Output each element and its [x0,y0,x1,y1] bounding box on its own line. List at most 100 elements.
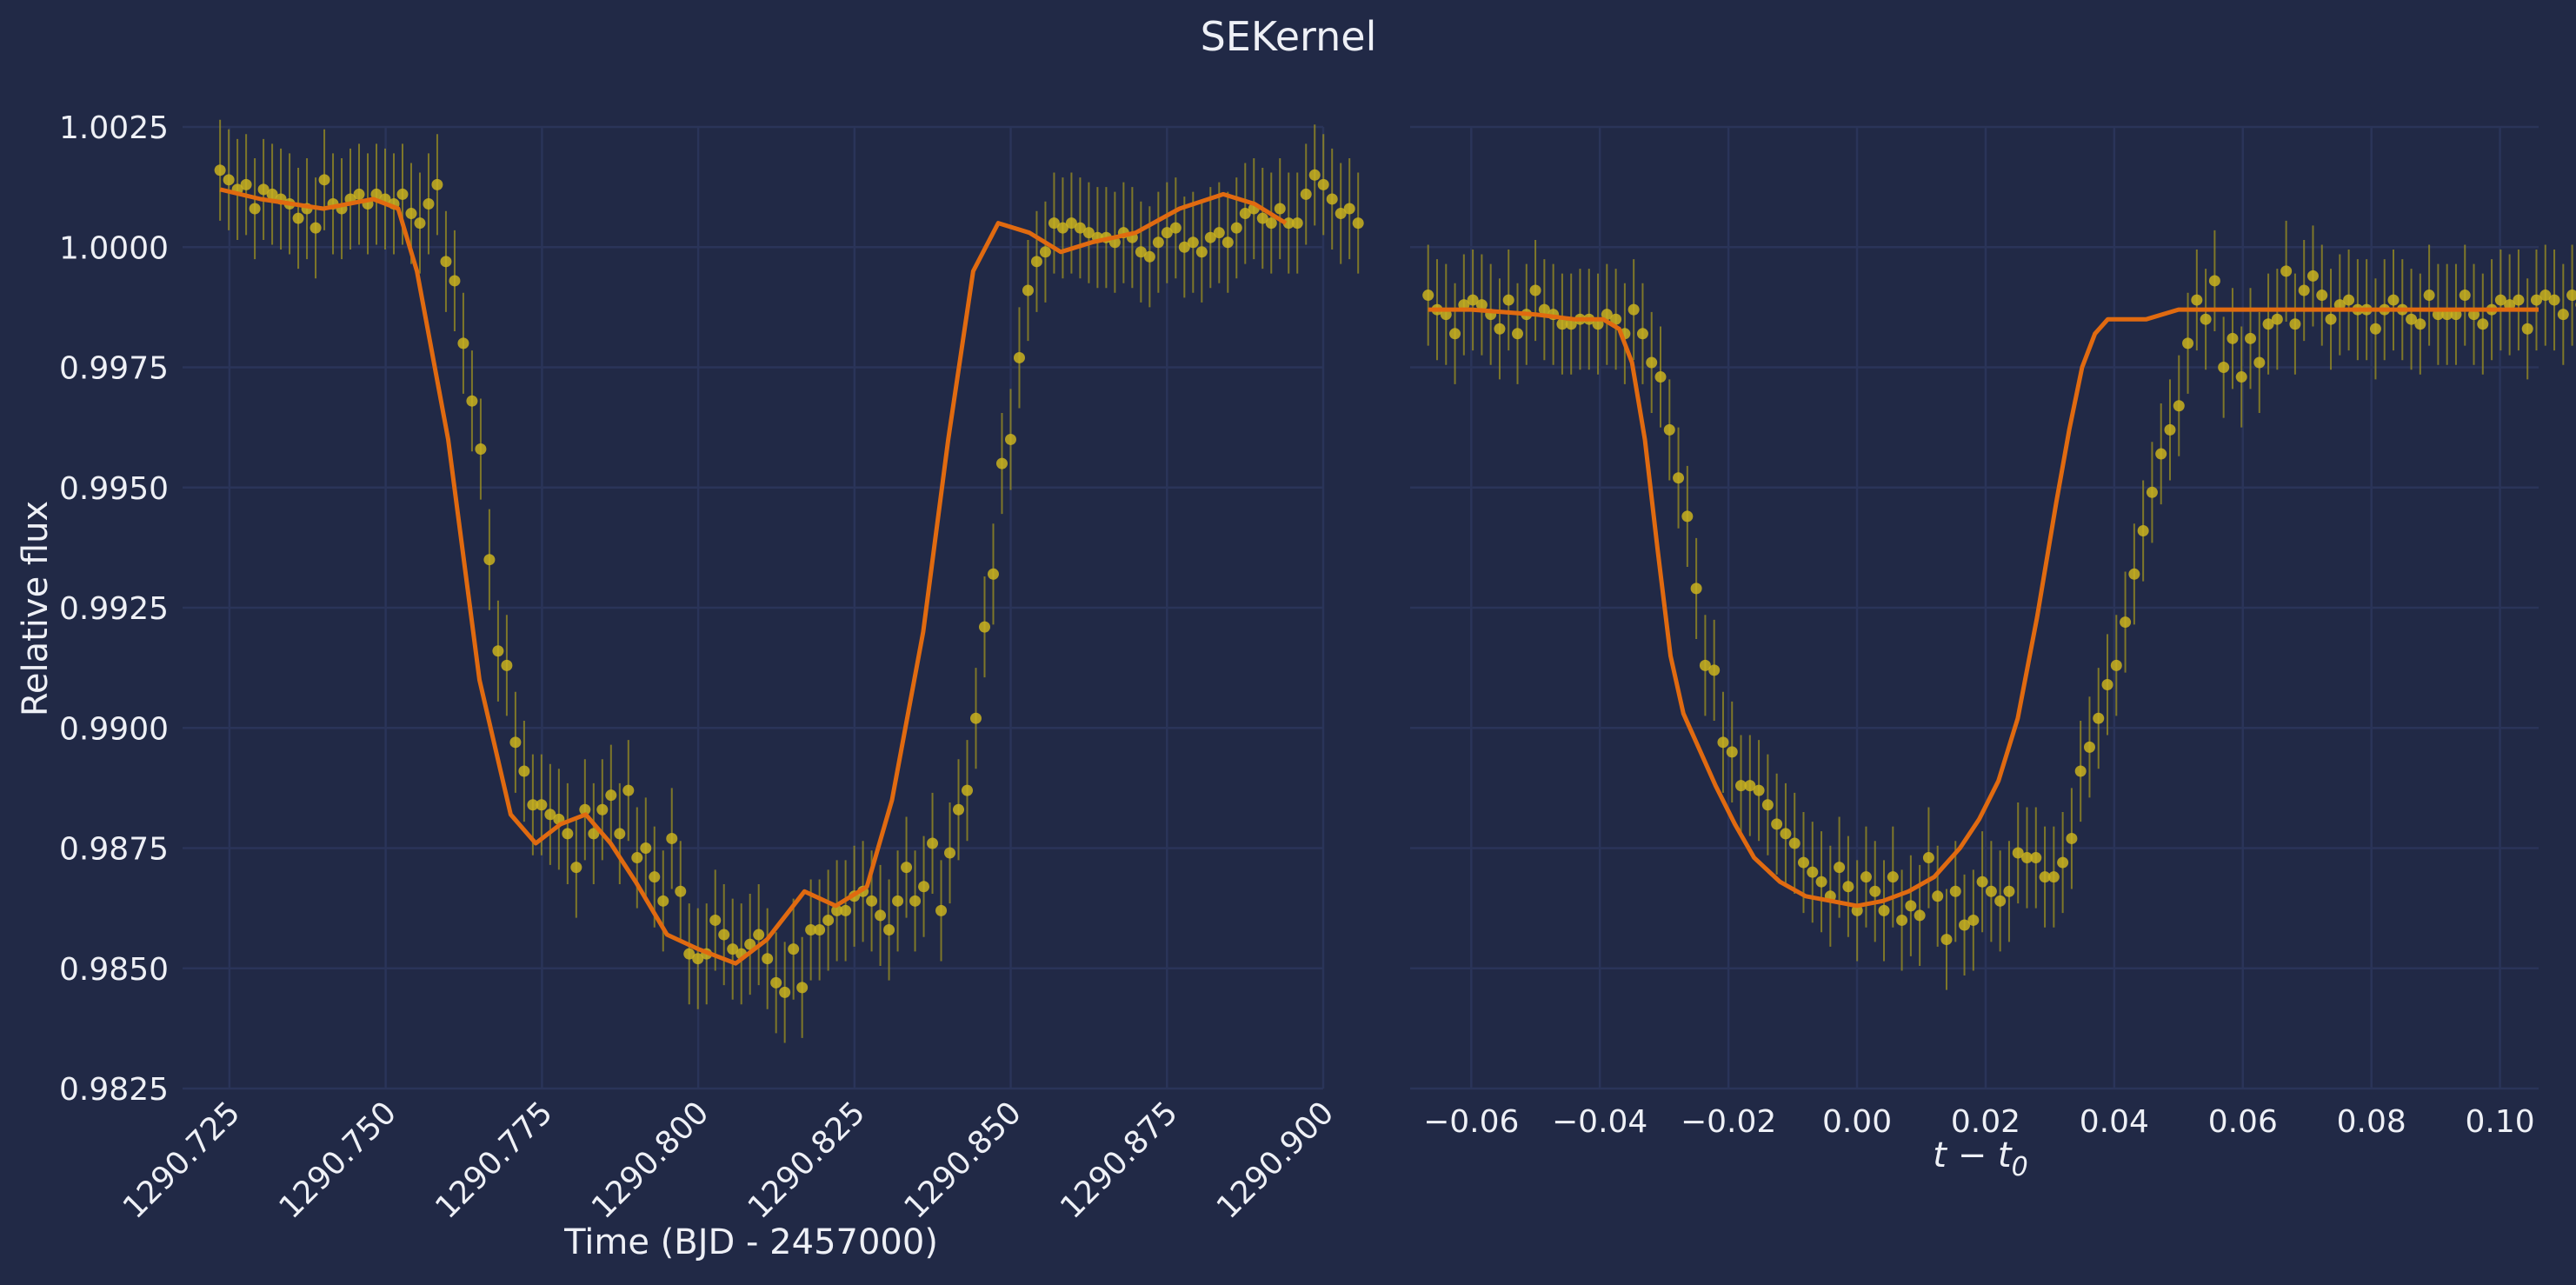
data-point [466,395,478,407]
data-point [2137,525,2149,537]
data-point [909,895,922,907]
data-point [240,178,252,190]
data-point [2030,852,2042,864]
data-point [770,976,782,989]
data-point [2155,448,2167,460]
data-point [2289,318,2301,330]
data-point [1195,246,1208,258]
data-point [2173,400,2185,412]
data-point [935,904,948,916]
left-y-axis-label: Relative flux [16,501,56,716]
data-point [1842,881,1854,893]
data-point [2110,659,2122,671]
data-point [901,862,913,874]
data-point [788,943,800,955]
data-point [1851,904,1863,916]
y-tick-label: 0.9825 [59,1072,169,1108]
data-point [1556,318,1568,330]
data-point [1717,736,1729,749]
data-point [631,852,643,864]
data-point [2227,332,2239,344]
data-point [2191,294,2203,306]
data-point [2253,356,2266,369]
data-point [1494,323,1506,335]
figure-title: SEKernel [1201,13,1377,60]
y-tick-label: 0.9900 [59,711,169,747]
data-point [1449,328,1461,340]
data-point [1780,828,1792,840]
left-errorbars [219,119,1360,1043]
data-point [492,645,504,657]
data-point [1422,290,1434,302]
y-tick-label: 0.9925 [59,591,169,627]
x-tick-label: 0.04 [2080,1104,2149,1140]
data-point [779,986,791,998]
data-point [840,904,852,916]
data-point [2146,486,2158,498]
data-point [927,837,939,849]
data-point [1753,784,1765,796]
data-point [2164,423,2176,436]
x-tick-label: 0.10 [2466,1104,2535,1140]
data-point [1985,885,1997,897]
data-point [1213,227,1225,239]
data-point [544,809,556,821]
data-point [431,178,443,190]
data-point [987,568,999,580]
data-point [353,188,365,200]
data-point [579,803,591,816]
data-point [405,208,417,220]
data-point [1771,818,1783,830]
data-point [970,712,982,724]
data-point [944,847,956,859]
data-point [892,895,904,907]
data-point [2539,290,2552,302]
data-point [2039,871,2051,883]
left-x-axis-label: Time (BJD - 2457000) [563,1222,938,1262]
data-point [1013,351,1025,363]
data-point [2083,741,2095,753]
data-point [2316,290,2328,302]
data-point [1994,895,2007,907]
data-point [1636,328,1648,340]
data-point [527,799,539,811]
data-point [1326,193,1338,205]
data-point [675,885,687,897]
x-tick-label: 1290.875 [1054,1095,1184,1225]
data-point [1265,217,1277,230]
data-point [1467,294,1479,306]
data-point [1735,780,1747,792]
data-point [649,871,661,883]
data-point [753,929,765,941]
left-points [214,164,1364,998]
data-point [1169,222,1181,234]
data-point [1335,208,1347,220]
data-point [2548,294,2560,306]
data-point [1690,583,1702,595]
x-tick-label: −0.06 [1423,1104,1519,1140]
left-panel: 0.9825 0.9850 0.9875 0.9900 0.9925 0.9950 0.99… [16,110,1364,1262]
data-point [822,914,835,926]
data-point [2020,852,2033,864]
data-point [2423,290,2435,302]
data-point [640,842,652,854]
x-tick-label: 1290.750 [273,1095,403,1225]
data-point [2182,337,2194,350]
data-point [1654,371,1667,383]
data-point [2074,765,2087,777]
data-point [2200,313,2212,325]
data-point [2280,265,2293,277]
data-point [2262,318,2274,330]
data-point [1048,217,1060,230]
data-point [1343,203,1355,215]
data-point [978,621,990,633]
data-point [440,256,452,268]
y-tick-label: 0.9850 [59,952,169,988]
data-point [718,929,730,941]
data-point [1074,222,1086,234]
data-point [2298,284,2310,296]
data-point [483,554,496,566]
data-point [1475,299,1488,311]
data-point [2003,885,2015,897]
data-point [1869,885,1881,897]
